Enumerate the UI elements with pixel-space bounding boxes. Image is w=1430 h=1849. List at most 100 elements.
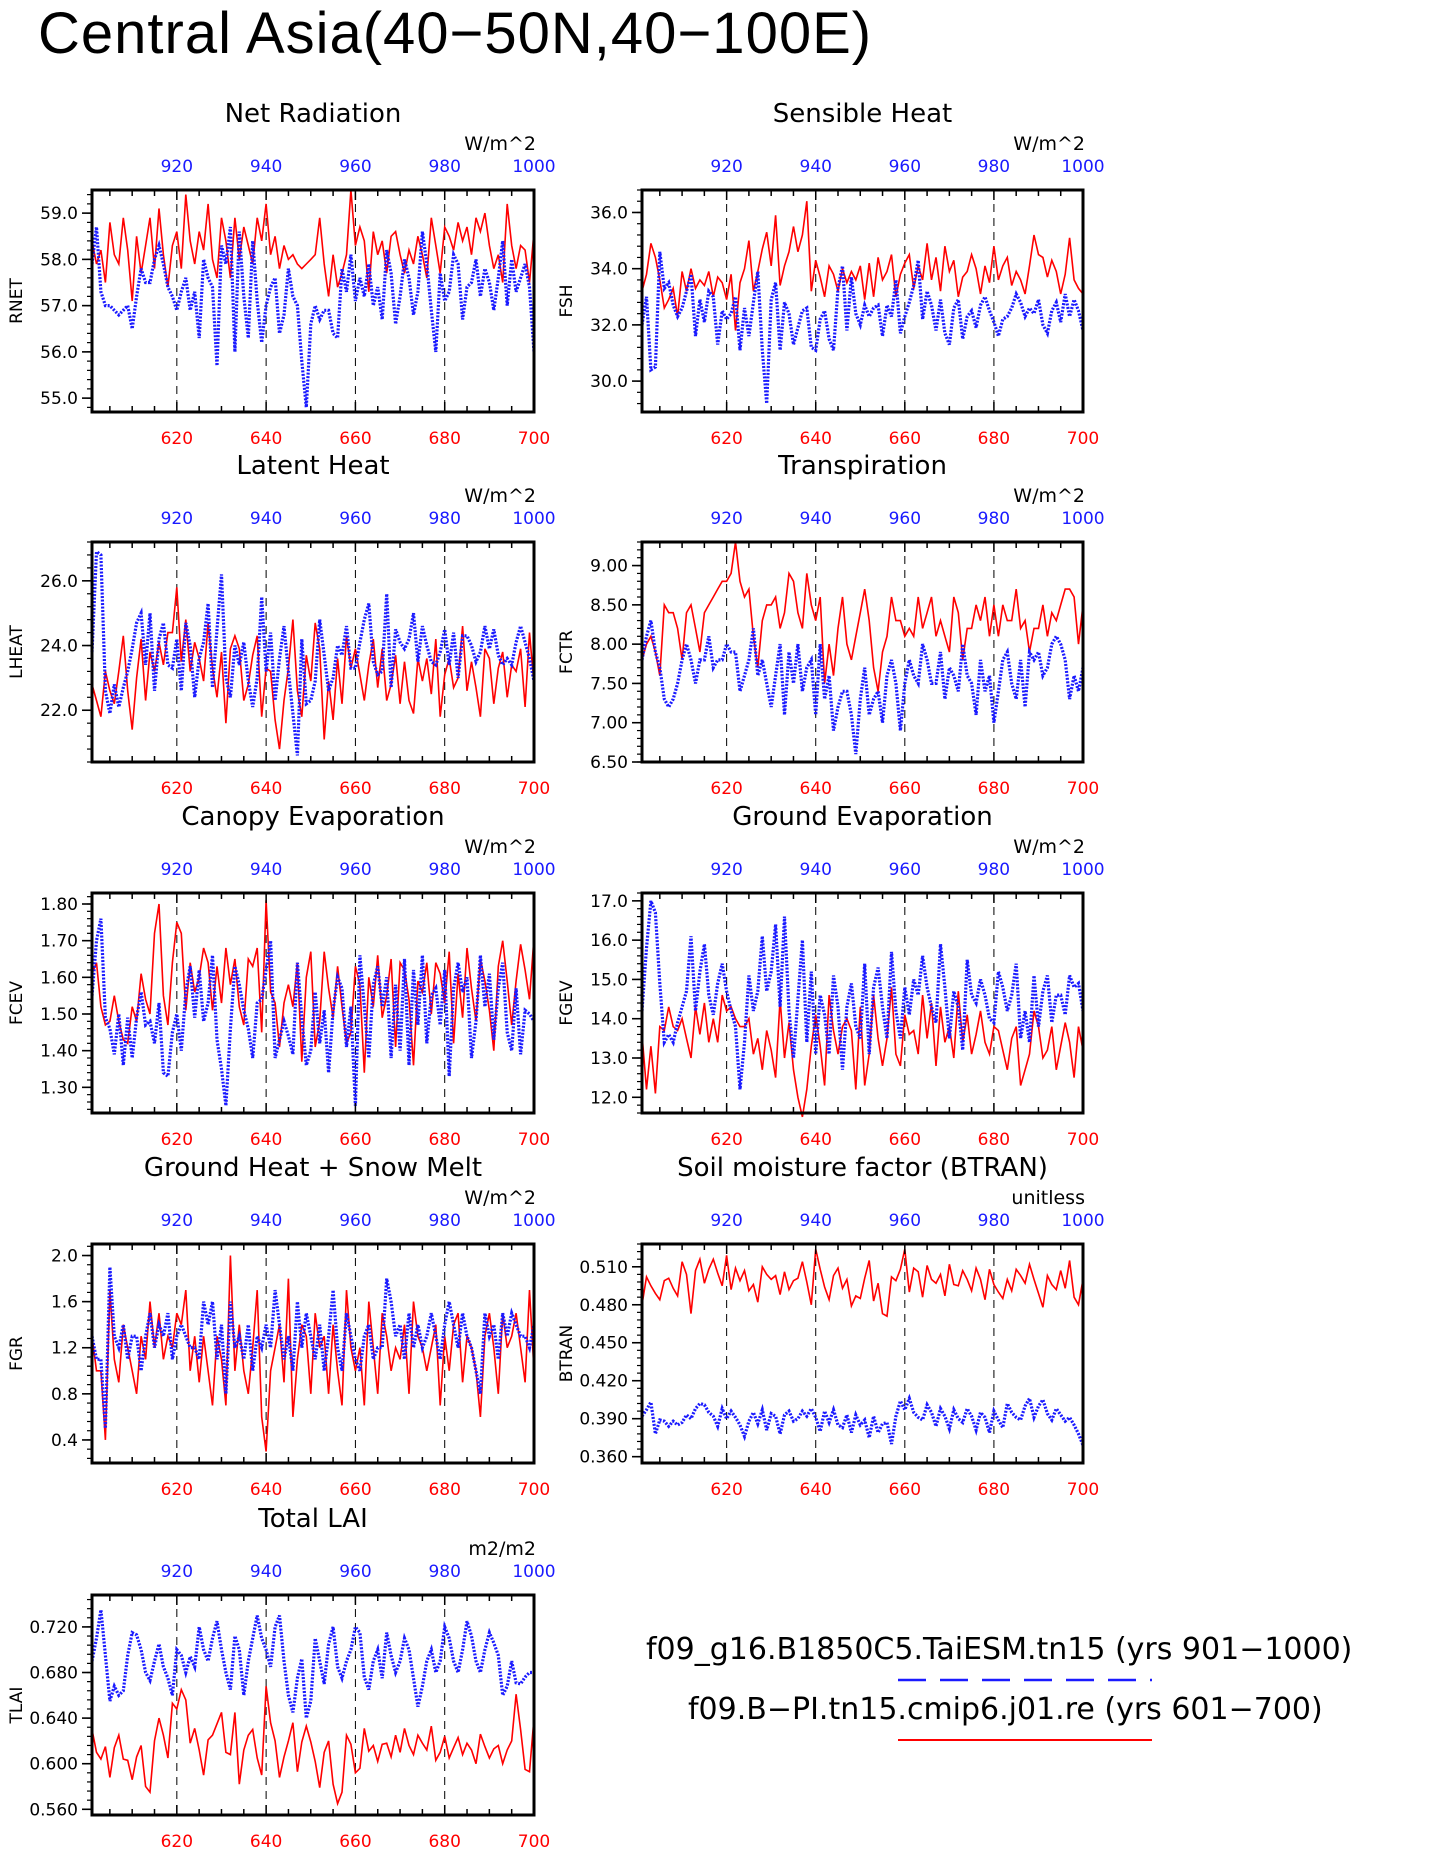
panel-title: Ground Heat + Snow Melt — [144, 1153, 482, 1183]
y-tick-label: 22.0 — [40, 701, 78, 721]
x-tick-label-top: 980 — [428, 860, 460, 880]
y-axis-label: FSH — [557, 284, 577, 317]
y-tick-label: 14.0 — [590, 1010, 628, 1030]
x-tick-label-top: 940 — [250, 1562, 282, 1582]
x-tick-label-top: 980 — [978, 860, 1010, 880]
y-tick-label: 6.50 — [590, 753, 628, 773]
plot-frame — [640, 188, 1085, 414]
x-tick-label-bottom: 640 — [800, 1130, 832, 1150]
page-title: Central Asia(40−50N,40−100E) — [38, 1, 873, 66]
x-tick-label-bottom: 620 — [710, 1480, 742, 1500]
y-tick-label: 0.450 — [579, 1334, 628, 1354]
units-label: W/m^2 — [1013, 485, 1085, 507]
x-tick-label-top: 980 — [428, 157, 460, 177]
panel-title: Sensible Heat — [773, 99, 952, 129]
x-tick-label-top: 980 — [978, 157, 1010, 177]
x-tick-label-top: 980 — [428, 1211, 460, 1231]
x-tick-label-top: 1000 — [1061, 860, 1104, 880]
x-tick-label-bottom: 680 — [978, 1130, 1010, 1150]
y-tick-label: 7.50 — [590, 674, 628, 694]
units-label: W/m^2 — [464, 836, 536, 858]
panel-soil-moisture-factor-btran: Soil moisture factor (BTRAN) unitless 620 6… — [557, 1153, 1105, 1500]
panel-total-lai: Total LAI m2/m2 620 640 660 680 700 920 940 960 98… — [7, 1504, 556, 1849]
series-line-blue — [640, 1393, 1085, 1446]
y-tick-label: 13.0 — [590, 1049, 628, 1069]
y-tick-label: 0.510 — [579, 1258, 628, 1278]
x-tick-label-top: 980 — [428, 509, 460, 529]
y-tick-label: 8.00 — [590, 635, 628, 655]
y-tick-label: 0.4 — [51, 1431, 78, 1451]
series-line-red — [91, 1255, 535, 1452]
x-tick-label-top: 940 — [250, 860, 282, 880]
x-tick-label-bottom: 640 — [250, 429, 282, 449]
y-tick-label: 1.60 — [40, 968, 78, 988]
y-tick-label: 0.360 — [579, 1448, 628, 1468]
x-tick-label-bottom: 640 — [800, 779, 832, 799]
plot-frame — [90, 1242, 536, 1465]
x-tick-label-bottom: 700 — [518, 429, 550, 449]
panel-title: Canopy Evaporation — [181, 802, 444, 832]
x-tick-label-top: 920 — [161, 860, 193, 880]
y-axis-label: TLAI — [7, 1687, 27, 1725]
x-tick-label-top: 960 — [339, 157, 371, 177]
series-line-blue — [90, 226, 536, 408]
y-axis-label: FGR — [7, 1336, 27, 1371]
panel-title: Soil moisture factor (BTRAN) — [677, 1153, 1048, 1183]
plot-frame — [90, 891, 536, 1115]
x-tick-label-top: 960 — [889, 509, 921, 529]
series-line-red — [91, 587, 535, 750]
x-tick-label-top: 980 — [978, 1211, 1010, 1231]
y-tick-label: 1.30 — [40, 1078, 78, 1098]
x-tick-label-bottom: 640 — [250, 1130, 282, 1150]
y-tick-label: 1.80 — [40, 895, 78, 915]
x-tick-label-top: 1000 — [512, 860, 555, 880]
x-tick-label-bottom: 640 — [250, 779, 282, 799]
x-tick-label-bottom: 640 — [800, 1480, 832, 1500]
x-tick-label-bottom: 660 — [889, 1130, 921, 1150]
y-tick-label: 1.6 — [51, 1293, 78, 1313]
x-tick-label-bottom: 660 — [339, 1832, 371, 1849]
x-tick-label-top: 960 — [339, 1562, 371, 1582]
y-tick-label: 30.0 — [590, 372, 628, 392]
x-tick-label-top: 920 — [710, 157, 742, 177]
y-tick-label: 7.00 — [590, 714, 628, 734]
y-tick-label: 24.0 — [40, 637, 78, 657]
x-tick-label-bottom: 680 — [978, 779, 1010, 799]
y-tick-label: 59.0 — [40, 204, 78, 224]
series-line-red — [641, 541, 1084, 692]
y-tick-label: 34.0 — [590, 260, 628, 280]
units-label: W/m^2 — [464, 485, 536, 507]
x-tick-label-top: 920 — [161, 1562, 193, 1582]
y-axis-label: FGEV — [557, 980, 577, 1026]
panel-title: Latent Heat — [236, 451, 389, 481]
legend-entry-tai-esm: f09_g16.B1850C5.TaiESM.tn15 (yrs 901−100… — [646, 1632, 1353, 1667]
x-tick-label-bottom: 680 — [978, 429, 1010, 449]
units-label: W/m^2 — [464, 1187, 536, 1209]
y-tick-label: 1.50 — [40, 1005, 78, 1025]
series-line-red — [641, 201, 1084, 331]
x-tick-label-top: 960 — [339, 860, 371, 880]
x-tick-label-bottom: 620 — [161, 1480, 193, 1500]
x-tick-label-bottom: 620 — [710, 429, 742, 449]
y-tick-label: 2.0 — [51, 1247, 78, 1267]
x-tick-label-bottom: 680 — [428, 779, 460, 799]
panel-net-radiation: Net Radiation W/m^2 620 640 660 680 700 920 940 9… — [7, 99, 556, 449]
series-line-red — [91, 900, 535, 1073]
panel-latent-heat: Latent Heat W/m^2 620 640 660 680 700 920 940 960… — [7, 451, 556, 799]
y-tick-label: 16.0 — [590, 931, 628, 951]
x-tick-label-bottom: 620 — [161, 1130, 193, 1150]
x-tick-label-bottom: 700 — [518, 1480, 550, 1500]
y-tick-label: 1.40 — [40, 1042, 78, 1062]
x-tick-label-top: 920 — [710, 860, 742, 880]
series-line-blue — [90, 548, 536, 756]
y-tick-label: 58.0 — [40, 250, 78, 270]
y-tick-label: 9.00 — [590, 557, 628, 577]
y-tick-label: 0.8 — [51, 1385, 78, 1405]
units-label: W/m^2 — [1013, 133, 1085, 155]
x-tick-label-bottom: 640 — [250, 1480, 282, 1500]
plot-frame — [90, 540, 536, 764]
x-tick-label-bottom: 620 — [161, 429, 193, 449]
x-tick-label-top: 920 — [710, 509, 742, 529]
units-label: W/m^2 — [1013, 836, 1085, 858]
